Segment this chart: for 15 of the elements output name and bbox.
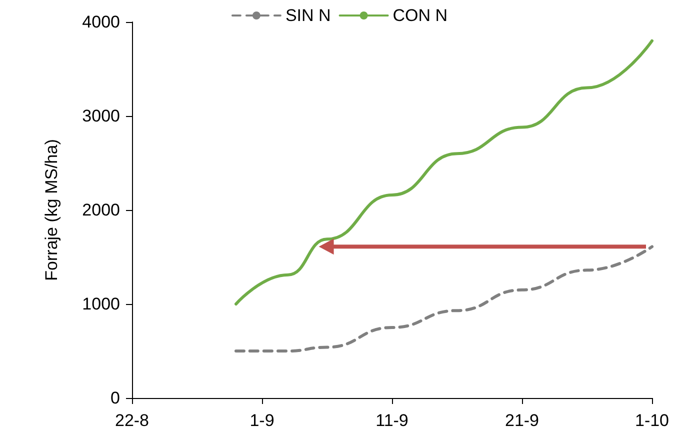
y-tick-label: 1000 xyxy=(82,294,120,314)
line-series xyxy=(234,39,654,306)
y-tick-label: 3000 xyxy=(82,106,120,126)
y-tick-label: 0 xyxy=(110,388,120,408)
y-axis-title: Forraje (kg MS/ha) xyxy=(42,139,61,281)
y-tick-label: 4000 xyxy=(82,12,120,32)
legend-label: CON N xyxy=(392,6,448,25)
x-tick-label: 11-9 xyxy=(376,411,408,430)
line-series xyxy=(234,245,654,352)
x-tick-label: 21-9 xyxy=(504,411,540,430)
x-tick-label: 1-9 xyxy=(250,411,274,430)
y-tick-label: 2000 xyxy=(82,200,120,220)
x-tick-label: 1-10 xyxy=(634,411,670,430)
legend-label: SIN N xyxy=(285,6,331,25)
x-tick-label: 22-8 xyxy=(114,411,150,430)
